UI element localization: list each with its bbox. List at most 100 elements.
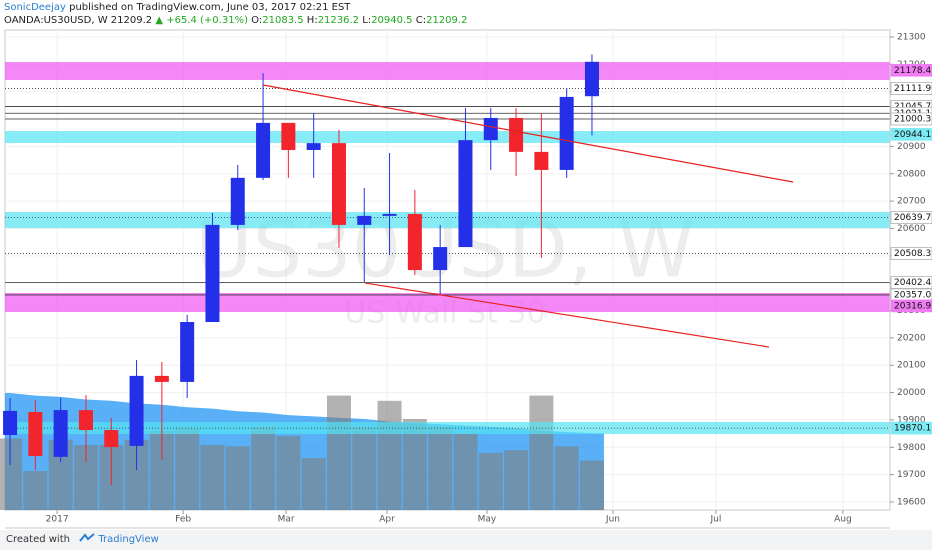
brand[interactable]: TradingView bbox=[98, 534, 159, 545]
candle-body bbox=[53, 410, 68, 457]
y-tick-label: 20200 bbox=[897, 333, 926, 343]
y-tick-label: 21300 bbox=[897, 33, 926, 43]
candle-body bbox=[180, 322, 195, 382]
x-tick-label: Jun bbox=[605, 515, 620, 525]
volume-bar bbox=[453, 433, 478, 510]
x-tick-label: Jul bbox=[710, 515, 722, 525]
header-line: SonicDeejay published on TradingView.com… bbox=[4, 1, 467, 14]
logo bbox=[79, 533, 95, 542]
candle-body bbox=[205, 224, 220, 323]
candle-body bbox=[331, 143, 346, 225]
candle-body bbox=[584, 61, 599, 97]
level-tag bbox=[890, 63, 932, 77]
candle-body bbox=[458, 140, 473, 248]
candle-body bbox=[104, 430, 119, 448]
zone bbox=[5, 422, 890, 435]
candle-body bbox=[559, 96, 574, 170]
ohlc-label: O: bbox=[251, 15, 263, 26]
candle-body bbox=[129, 375, 144, 446]
symbol: OANDA:US30USD, W bbox=[4, 15, 108, 26]
level-tag bbox=[890, 299, 932, 313]
volume-bar bbox=[478, 452, 503, 510]
level-label: 20357.0 bbox=[894, 290, 931, 300]
level-tag bbox=[890, 211, 932, 224]
level-tag bbox=[890, 247, 932, 260]
header-line: OANDA:US30USD, W 21209.2 ▲ +65.4 (+0.31%… bbox=[4, 14, 467, 27]
volume-bar bbox=[377, 400, 402, 510]
candle-body bbox=[154, 375, 169, 382]
volume-bar bbox=[428, 426, 453, 510]
y-tick-label: 19600 bbox=[897, 497, 926, 507]
volume-bar bbox=[504, 450, 529, 510]
ohlc-value: 21083.5 bbox=[262, 15, 304, 26]
volume-bar bbox=[579, 460, 604, 510]
volume-bar bbox=[326, 395, 351, 510]
level-tag bbox=[890, 112, 932, 126]
volume-bar bbox=[124, 439, 149, 510]
volume-bar bbox=[251, 426, 276, 510]
zone bbox=[5, 212, 890, 229]
y-tick-label: 19700 bbox=[897, 470, 926, 480]
trend-line bbox=[365, 282, 770, 348]
level-label: 20316.9 bbox=[894, 301, 931, 311]
ohlc-value: 21209.2 bbox=[426, 15, 468, 26]
last-price: 21209.2 bbox=[110, 15, 153, 26]
level-tag bbox=[890, 276, 932, 289]
zone bbox=[5, 62, 890, 80]
volume-bar bbox=[554, 446, 579, 510]
candle-body bbox=[357, 215, 372, 225]
volume-bar bbox=[352, 426, 377, 510]
y-tick-label: 19800 bbox=[897, 443, 926, 453]
candle-body bbox=[281, 122, 296, 150]
volume-bar bbox=[225, 446, 250, 510]
volume-bar bbox=[529, 395, 554, 510]
created-with: Created with bbox=[6, 534, 70, 545]
level-label: 20508.3 bbox=[894, 249, 931, 259]
x-tick-label: 2017 bbox=[46, 515, 69, 525]
level-tag bbox=[890, 82, 932, 95]
change: ▲ +65.4 (+0.31%) bbox=[155, 15, 248, 26]
candle-body bbox=[256, 122, 271, 178]
y-tick-label: 19900 bbox=[897, 415, 926, 425]
level-tag bbox=[890, 421, 932, 435]
header: SonicDeejay published on TradingView.com… bbox=[4, 1, 467, 27]
y-tick-label: 20700 bbox=[897, 197, 926, 207]
published: published on TradingView.com, June 03, 2… bbox=[69, 2, 351, 13]
ohlc-label: H: bbox=[306, 15, 318, 26]
y-tick-label: 20800 bbox=[897, 169, 926, 179]
candle-body bbox=[3, 410, 18, 435]
y-tick-label: 20600 bbox=[897, 224, 926, 234]
candle-body bbox=[382, 213, 397, 216]
x-tick-label: Feb bbox=[175, 515, 191, 525]
ohlc-value: 21236.2 bbox=[317, 15, 360, 26]
volume-bar bbox=[301, 458, 326, 510]
footer: Created with TradingView bbox=[0, 530, 932, 550]
volume-bar bbox=[0, 438, 23, 510]
volume-bar bbox=[175, 428, 200, 510]
level-label: 21178.4 bbox=[894, 66, 931, 76]
x-tick-label: May bbox=[478, 515, 497, 525]
zone bbox=[5, 131, 890, 144]
level-label: 20944.1 bbox=[894, 130, 931, 140]
level-label: 21000.3 bbox=[894, 114, 931, 124]
level-label: 20402.4 bbox=[894, 278, 931, 288]
candle-body bbox=[534, 151, 549, 170]
candle-body bbox=[230, 177, 245, 225]
volume-bar bbox=[276, 435, 301, 510]
zone bbox=[5, 293, 890, 313]
candle-body bbox=[509, 117, 524, 152]
x-tick-label: Mar bbox=[278, 515, 295, 525]
candle-body bbox=[483, 117, 498, 141]
volume-bar bbox=[23, 471, 48, 510]
trend-line bbox=[262, 84, 794, 183]
volume-bar bbox=[200, 445, 225, 510]
level-tag bbox=[890, 128, 932, 141]
ohlc-value: 20940.5 bbox=[371, 15, 413, 26]
candle-body bbox=[28, 411, 43, 457]
x-tick-label: Aug bbox=[834, 515, 852, 525]
author[interactable]: SonicDeejay bbox=[4, 2, 66, 13]
y-tick-label: 20900 bbox=[897, 142, 926, 152]
y-tick-label: 20000 bbox=[897, 388, 926, 398]
